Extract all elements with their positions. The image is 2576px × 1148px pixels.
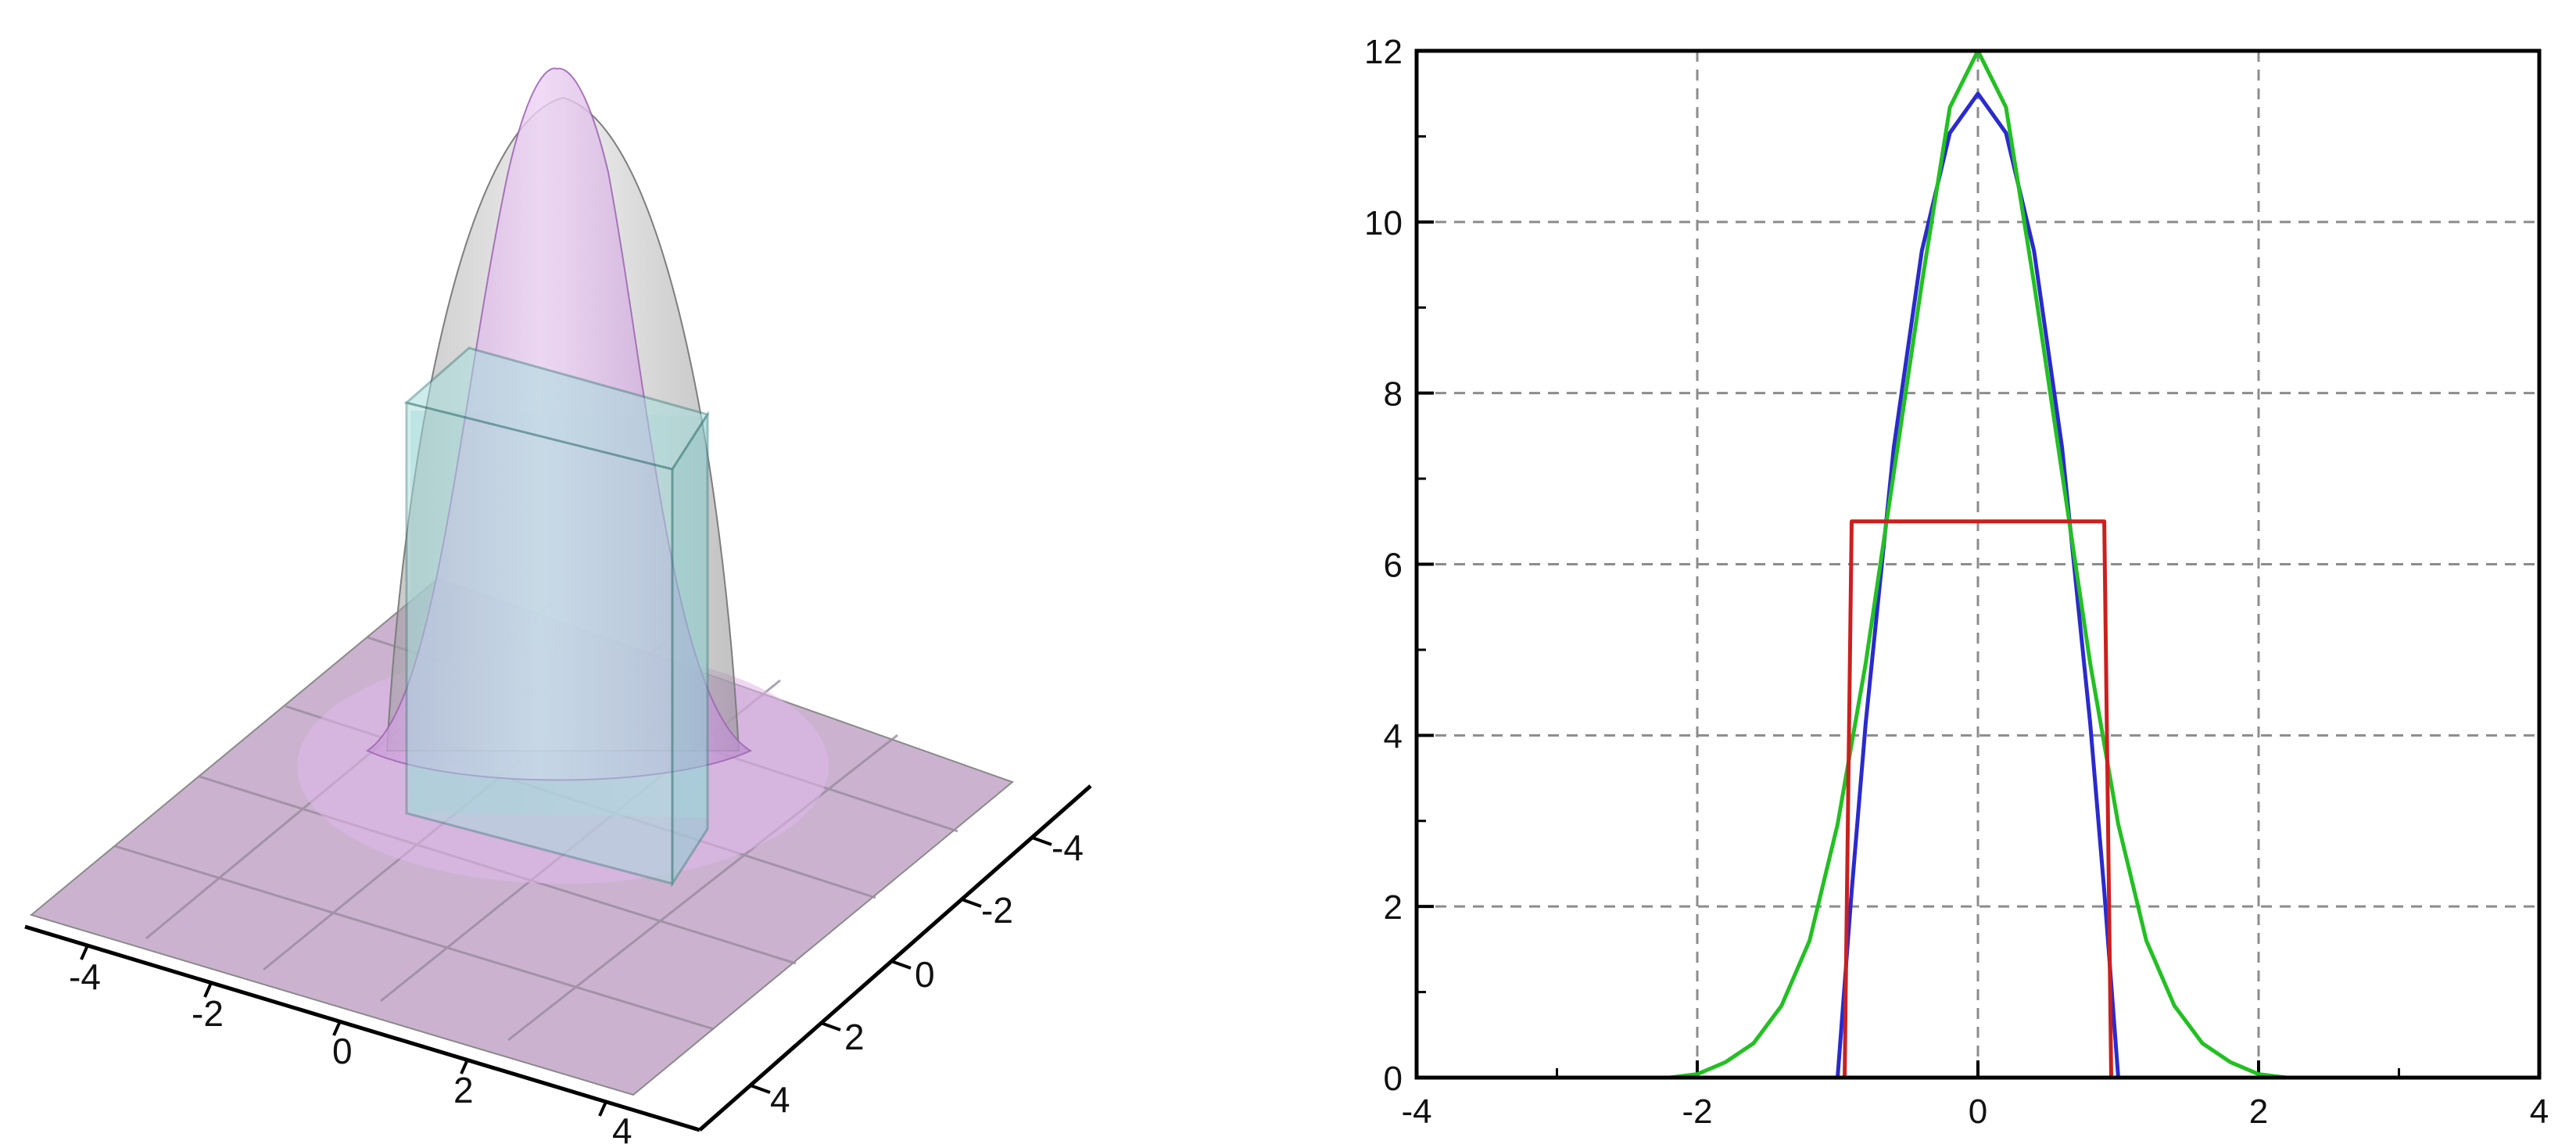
x-tick-label: -4 (69, 956, 101, 997)
axis-frame (24, 784, 1092, 1132)
y-tick-label: 2 (1384, 888, 1403, 927)
line-chart: -4 -2 0 2 4 0 2 4 6 8 10 12 (1364, 33, 2549, 1131)
x-tick-label: -2 (192, 993, 224, 1034)
surface-plot-3d: -4 -2 0 2 4 -4 -2 0 2 4 (24, 67, 1092, 1148)
x-axis-tick-labels: -4 -2 0 2 4 (69, 956, 632, 1148)
series-line-0 (1836, 91, 2120, 1078)
y-tick-label: 10 (1364, 204, 1403, 242)
x-tick-label: 4 (612, 1110, 632, 1148)
y-tick-label: 12 (1364, 33, 1403, 71)
y-tick-label: 6 (1384, 547, 1403, 585)
x-axis-ticks (80, 945, 607, 1117)
x-tick-label: -2 (1682, 1092, 1712, 1131)
x-tick-label: -4 (1401, 1092, 1431, 1131)
y-tick-label: 0 (1384, 1060, 1403, 1098)
plot-frame (1414, 48, 2542, 1080)
x-tick-label: 2 (2249, 1092, 2268, 1131)
x-tick-label: 0 (1969, 1092, 1987, 1131)
x-tick-label: 0 (332, 1031, 353, 1071)
y-tick-label: -4 (1052, 827, 1084, 868)
x-tick-label: 2 (453, 1070, 474, 1110)
x-tick-label: 4 (2530, 1092, 2549, 1131)
y-tick-label: -2 (981, 890, 1013, 931)
y-axis-ticks (750, 836, 1052, 1094)
box-surface (403, 346, 710, 888)
y-tick-label: 8 (1384, 375, 1403, 414)
y-tick-label: 2 (844, 1017, 865, 1057)
grid-lines (1417, 51, 2539, 1078)
y-tick-label: 4 (1384, 717, 1403, 755)
x-tick-labels: -4 -2 0 2 4 (1401, 1092, 2549, 1131)
series-line-2 (1843, 519, 2113, 1078)
y-tick-label: 4 (770, 1079, 790, 1120)
y-tick-labels: 0 2 4 6 8 10 12 (1364, 33, 1403, 1098)
y-tick-label: 0 (915, 954, 935, 995)
y-axis-tick-labels: -4 -2 0 2 4 (770, 827, 1084, 1120)
